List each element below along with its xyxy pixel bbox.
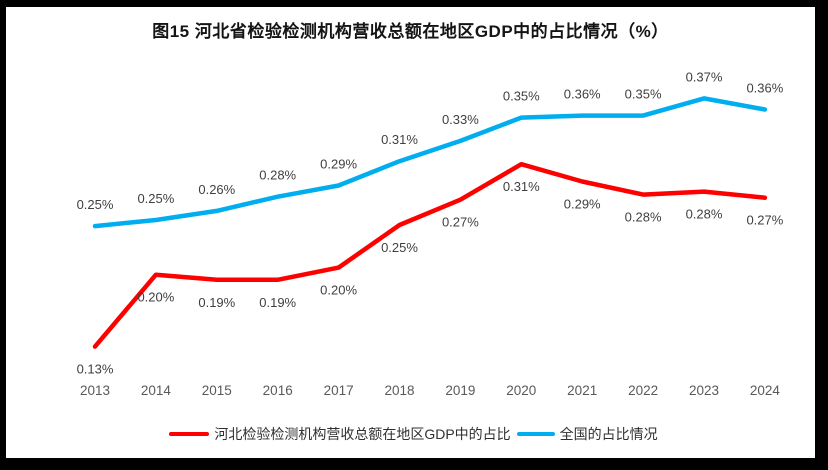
line-plot: 0.40%0.35%0.30%0.25%0.20%0.15%0.10%20132… [77, 69, 784, 398]
hebei-data-label: 0.20% [137, 290, 174, 305]
national-data-label: 0.29% [320, 157, 357, 172]
hebei-data-label: 0.13% [77, 362, 114, 377]
x-tick-label: 2018 [384, 383, 414, 398]
national-data-label: 0.25% [137, 191, 174, 206]
x-tick-label: 2020 [506, 383, 536, 398]
x-tick-label: 2016 [263, 383, 293, 398]
hebei-series-legend-label: 河北检验检测机构营收总额在地区GDP中的占比 [214, 426, 511, 442]
hebei-data-label: 0.31% [503, 179, 540, 194]
national-data-label: 0.33% [442, 112, 479, 127]
national-data-label: 0.35% [503, 89, 540, 104]
national-series-legend-label: 全国的占比情况 [559, 426, 658, 442]
hebei-data-label: 0.25% [381, 240, 418, 255]
x-tick-label: 2013 [80, 383, 110, 398]
national-line [92, 96, 768, 229]
x-tick-label: 2024 [750, 383, 781, 398]
national-data-label: 0.26% [198, 182, 235, 197]
x-tick-label: 2017 [324, 383, 354, 398]
legend: 河北检验检测机构营收总额在地区GDP中的占比 全国的占比情况 [6, 424, 815, 444]
x-tick-label: 2015 [202, 383, 232, 398]
hebei-data-label: 0.29% [564, 196, 601, 211]
x-tick-label: 2023 [689, 383, 719, 398]
chart-canvas: 图15 河北省检验检测机构营收总额在地区GDP中的占比情况（%） 0.40%0.… [6, 7, 815, 458]
chart-title: 图15 河北省检验检测机构营收总额在地区GDP中的占比情况（%） [152, 22, 669, 41]
hebei-data-label: 0.27% [442, 215, 479, 230]
national-data-label: 0.37% [686, 69, 723, 84]
national-data-label: 0.25% [77, 197, 114, 212]
x-tick-label: 2022 [628, 383, 658, 398]
national-data-label: 0.31% [381, 132, 418, 147]
national-data-label: 0.35% [625, 87, 662, 102]
hebei-data-label: 0.20% [320, 283, 357, 298]
hebei-data-label: 0.28% [625, 210, 662, 225]
national-data-label: 0.28% [259, 168, 296, 183]
hebei-line [92, 161, 768, 349]
national-data-label: 0.36% [564, 87, 601, 102]
hebei-data-label: 0.27% [746, 213, 783, 228]
x-tick-label: 2014 [141, 383, 172, 398]
national-series-swatch-line [516, 432, 555, 436]
hebei-series-swatch-line [169, 432, 210, 436]
hebei-data-label: 0.19% [198, 295, 235, 310]
hebei-data-label: 0.19% [259, 295, 296, 310]
hebei-data-label: 0.28% [686, 207, 723, 222]
national-data-label: 0.36% [746, 81, 783, 96]
x-tick-label: 2019 [445, 383, 475, 398]
x-tick-label: 2021 [567, 383, 597, 398]
